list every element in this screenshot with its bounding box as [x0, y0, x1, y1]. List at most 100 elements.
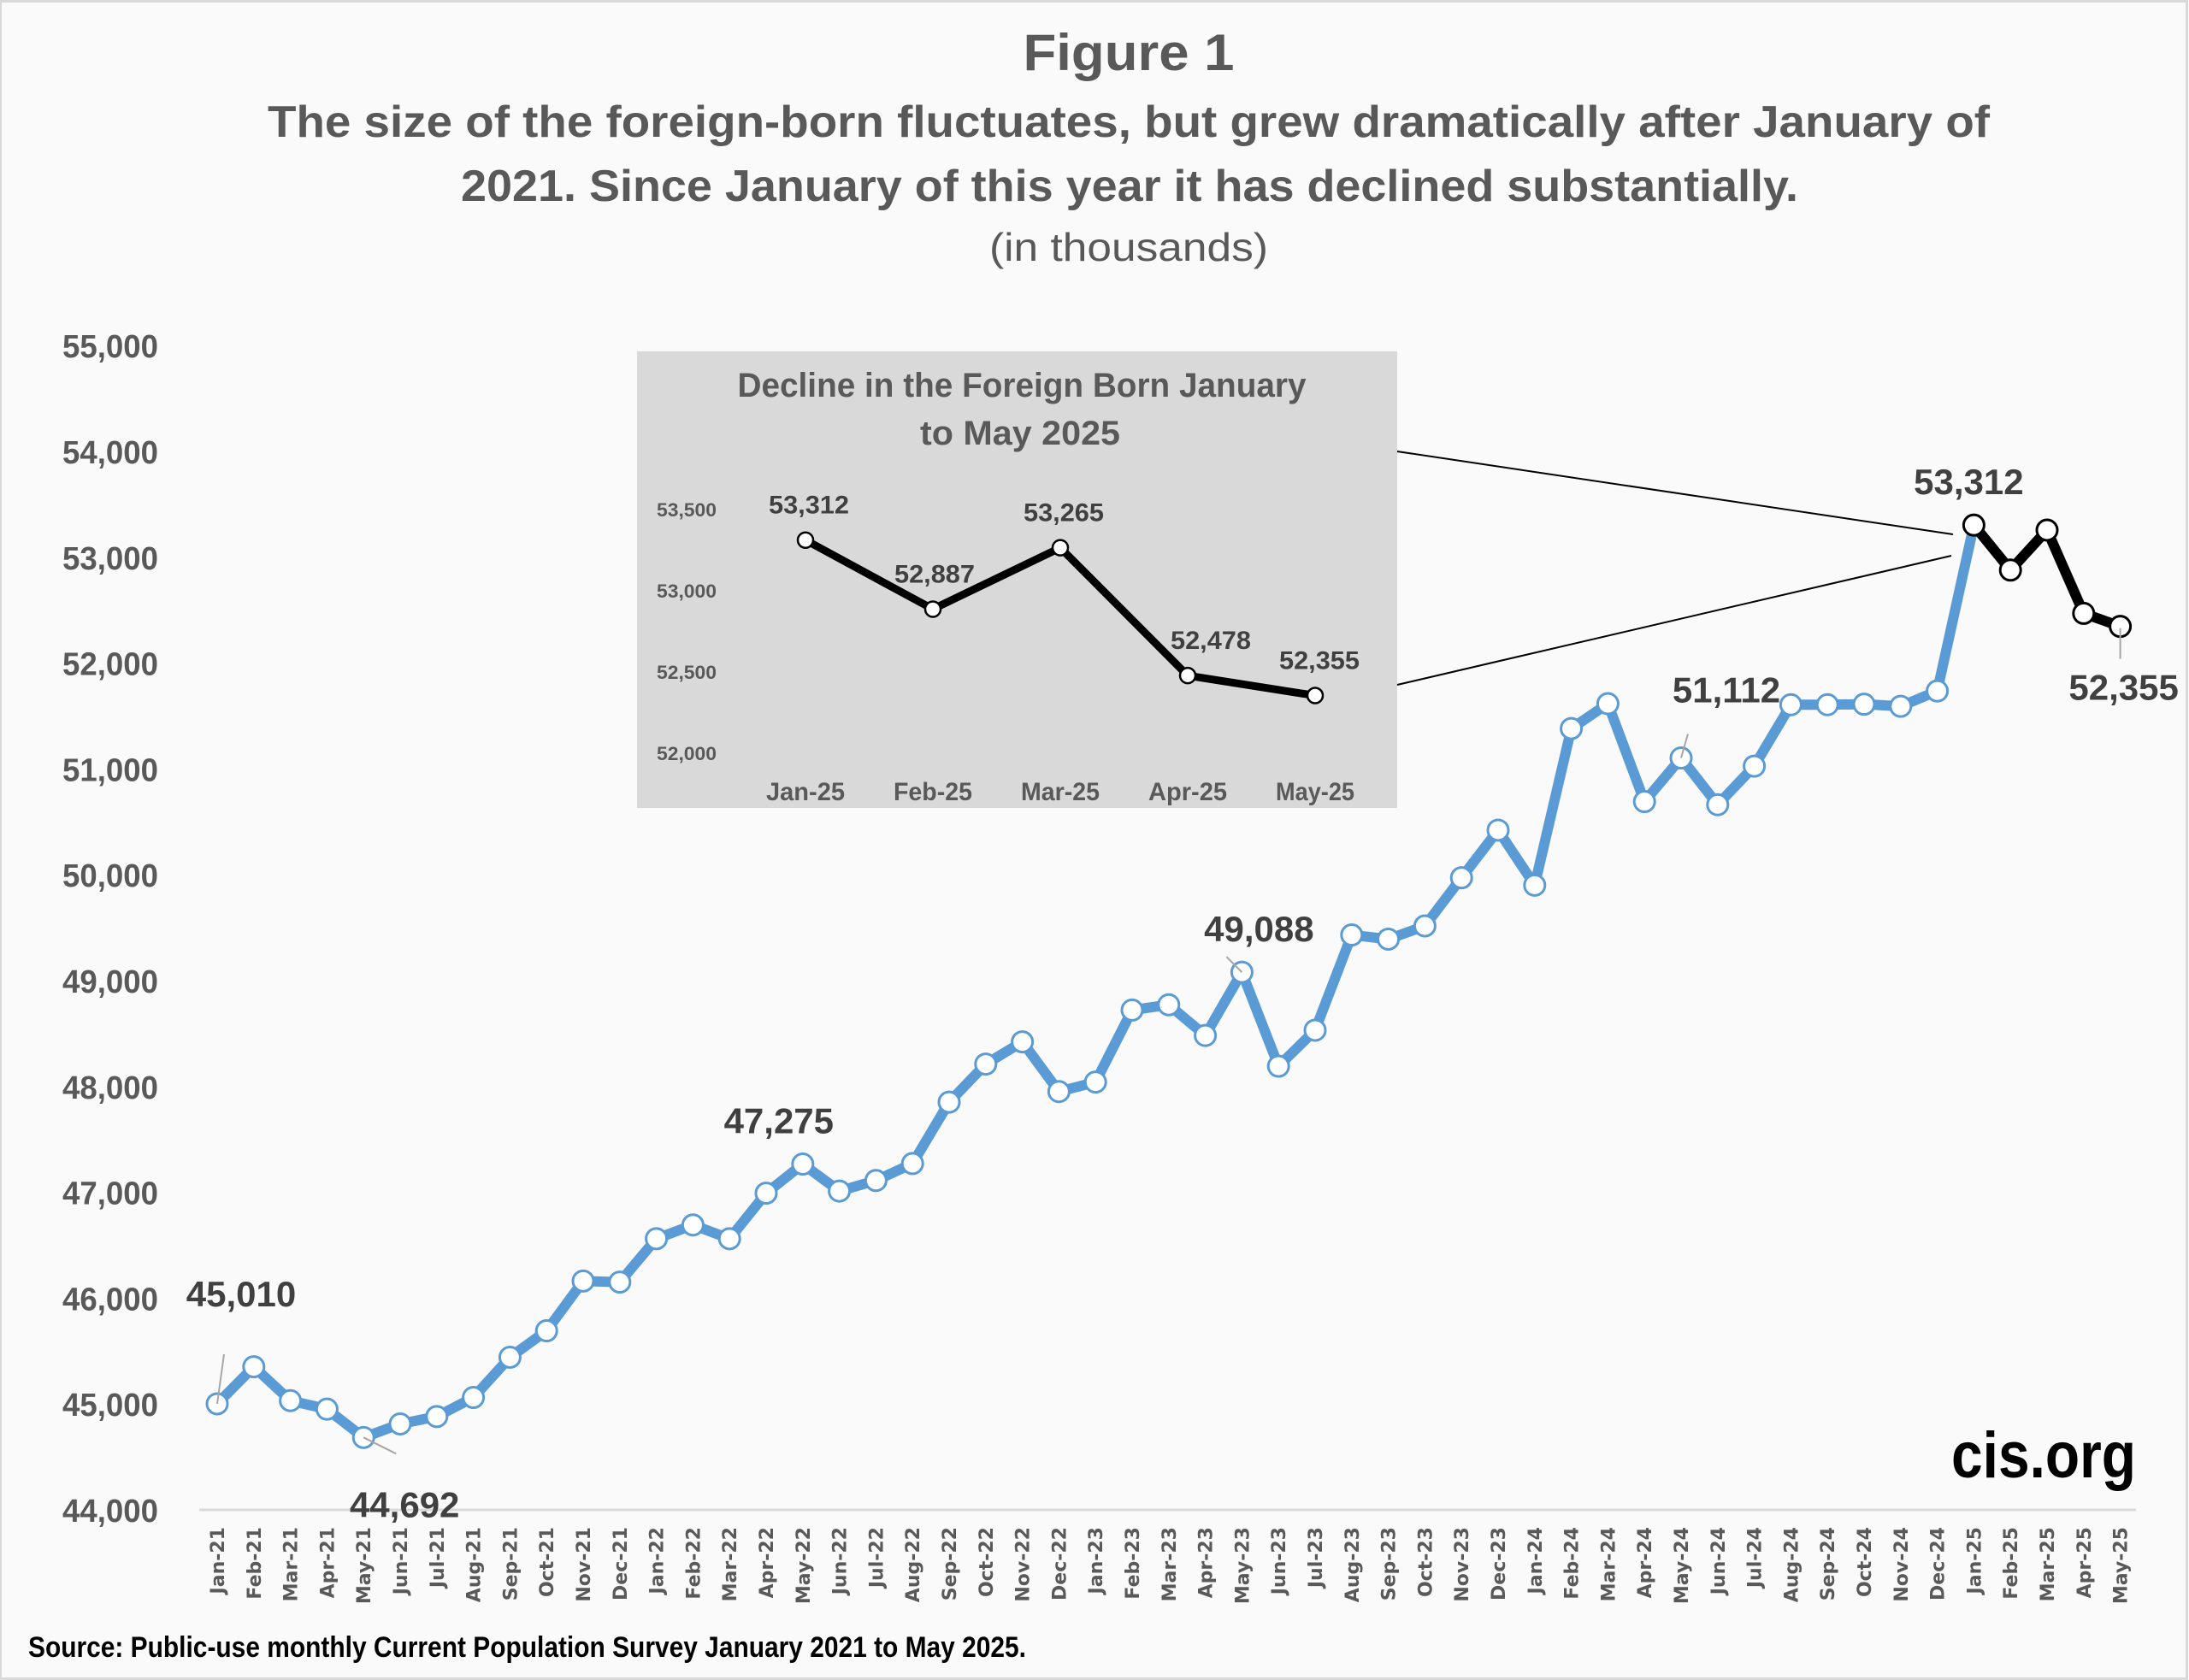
x-tick-label: May-22: [794, 1527, 815, 1604]
data-point: [1047, 1080, 1071, 1104]
figure-label: Figure 1: [1024, 24, 1235, 81]
data-label: 49,088: [1204, 909, 1313, 949]
x-tick-label: Apr-21: [317, 1527, 339, 1598]
data-point: [1560, 716, 1584, 740]
x-tick-label: Nov-22: [1013, 1527, 1035, 1602]
annotation-leader-line: [1680, 734, 1689, 758]
x-tick-label: Sep-23: [1379, 1527, 1401, 1600]
data-point: [1926, 679, 1950, 703]
inset-x-tick-label: Apr-25: [1148, 778, 1227, 806]
x-tick-label: Dec-21: [611, 1527, 632, 1600]
data-point: [1962, 513, 1985, 537]
x-tick-label: Jul-22: [866, 1527, 888, 1589]
data-point: [462, 1386, 486, 1410]
data-point: [608, 1270, 632, 1294]
x-tick-label: Aug-22: [903, 1527, 924, 1602]
inset-y-axis: 52,000 52,500 53,000 53,500: [657, 499, 717, 764]
y-tick-label: 46,000: [62, 1282, 158, 1317]
x-tick-label: Oct-22: [976, 1527, 998, 1597]
y-tick-label: 47,000: [62, 1176, 158, 1212]
data-point: [1815, 693, 1839, 716]
data-point: [1377, 927, 1401, 951]
x-tick-label: Apr-22: [757, 1527, 778, 1598]
inset-x-tick-label: Jan-25: [766, 778, 845, 806]
inset-background: [637, 351, 1397, 808]
inset-connector-lower: [1396, 555, 1952, 686]
data-point: [534, 1319, 558, 1343]
x-tick-label: Aug-23: [1342, 1527, 1364, 1602]
data-point: [1340, 923, 1364, 947]
inset-data-point: [1306, 687, 1325, 704]
data-point: [1889, 694, 1913, 718]
data-label: 47,275: [724, 1101, 834, 1141]
data-point: [1449, 866, 1473, 890]
data-label: 53,312: [1914, 462, 2023, 502]
x-tick-label: Feb-25: [2001, 1527, 2022, 1600]
x-tick-label: Mar-21: [281, 1527, 303, 1601]
data-point: [1303, 1018, 1327, 1042]
data-point: [1413, 914, 1437, 938]
x-tick-label: Sep-22: [940, 1527, 961, 1600]
inset-data-point: [1178, 666, 1197, 685]
x-tick-label: Oct-23: [1415, 1527, 1437, 1597]
data-point: [937, 1090, 961, 1114]
annotation-leader-line: [1225, 956, 1243, 973]
data-point: [974, 1052, 998, 1076]
inset-x-tick-label: May-25: [1276, 778, 1354, 806]
data-point: [717, 1227, 741, 1251]
x-tick-label: Feb-24: [1562, 1527, 1584, 1600]
data-label: 51,112: [1673, 670, 1780, 710]
inset-data-point: [923, 600, 942, 618]
x-tick-label: May-24: [1672, 1527, 1693, 1604]
x-tick-label: Jun-22: [830, 1527, 852, 1596]
data-label: 52,355: [2068, 668, 2178, 708]
y-tick-label: 48,000: [62, 1070, 158, 1106]
x-tick-label: Jan-23: [1086, 1527, 1107, 1595]
data-point: [1852, 693, 1876, 716]
data-point: [1011, 1030, 1035, 1054]
x-tick-label: Sep-24: [1818, 1527, 1839, 1600]
data-point: [498, 1345, 522, 1369]
inset-x-tick-label: Feb-25: [894, 778, 972, 806]
inset-connector-upper: [1396, 451, 1954, 535]
data-point: [1194, 1023, 1218, 1047]
data-point: [1523, 873, 1547, 897]
data-point: [645, 1227, 669, 1251]
x-tick-label: May-21: [354, 1527, 375, 1604]
inset-data-point: [796, 531, 815, 549]
x-tick-label: May-25: [2111, 1527, 2133, 1604]
x-tick-label: Apr-25: [2074, 1527, 2096, 1598]
data-point: [1120, 998, 1144, 1022]
data-point: [2072, 601, 2096, 625]
y-axis: 44,000 45,000 46,000 47,000 48,000 49,000 50,0…: [62, 329, 158, 1530]
y-tick-label: 53,000: [62, 541, 158, 577]
data-point: [1779, 693, 1803, 716]
inset-data-label: 52,887: [894, 560, 975, 588]
inset-title-line2: to May 2025: [920, 415, 1120, 452]
figure-units: (in thousands): [989, 225, 1268, 269]
annotation-leader-line: [363, 1436, 397, 1455]
data-point: [1266, 1054, 1290, 1078]
x-axis: Jan-21 Feb-21 Mar-21 Apr-21 May-21 Jun-21 Jul-…: [208, 1527, 2133, 1604]
x-tick-label: Oct-24: [1855, 1527, 1876, 1597]
y-tick-label: 44,000: [62, 1494, 158, 1530]
data-point: [1743, 754, 1767, 778]
inset-data-label: 52,355: [1279, 647, 1360, 675]
data-point: [1157, 993, 1181, 1017]
x-tick-label: Apr-24: [1635, 1527, 1656, 1598]
inset-x-tick-label: Mar-25: [1021, 778, 1100, 806]
data-label: 45,010: [186, 1274, 296, 1314]
data-point: [1706, 793, 1730, 816]
inset-data-point: [1051, 539, 1070, 557]
data-point: [900, 1152, 924, 1176]
inset-data-label: 53,312: [769, 492, 849, 520]
x-tick-label: Feb-21: [245, 1527, 266, 1600]
data-point: [754, 1182, 778, 1205]
x-tick-label: Mar-25: [2038, 1527, 2059, 1601]
y-tick-label: 54,000: [62, 435, 158, 471]
data-point: [681, 1213, 705, 1237]
x-tick-label: Dec-23: [1489, 1527, 1510, 1600]
y-tick-label: 45,000: [62, 1388, 158, 1424]
